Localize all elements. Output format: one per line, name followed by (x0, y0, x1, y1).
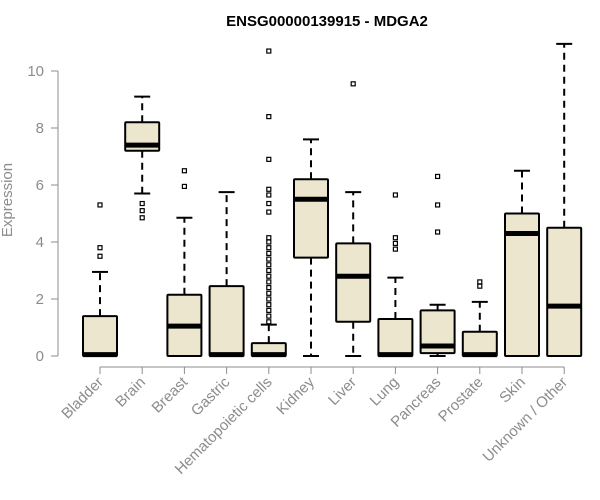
outlier-point (266, 307, 272, 313)
outlier-point (435, 229, 441, 235)
box-bladder (82, 202, 118, 358)
outlier-point (266, 48, 272, 54)
outlier-point (266, 313, 272, 319)
box-unknown-other (546, 42, 583, 357)
y-tick-label: 4 (36, 234, 44, 251)
outlier-point (435, 202, 441, 208)
outlier-point (266, 192, 272, 198)
box-skin (504, 169, 540, 357)
box-body (208, 285, 245, 357)
x-tick-label-prostate: Prostate (435, 374, 487, 426)
outlier-point (266, 279, 272, 285)
x-tick-label-skin: Skin (496, 374, 529, 407)
outlier-point (435, 173, 441, 180)
box-gastric (208, 191, 245, 358)
box-body (335, 242, 372, 323)
outlier-point (97, 202, 103, 208)
outlier-point (392, 235, 398, 241)
outlier-point (266, 156, 272, 162)
outlier-point (392, 246, 398, 252)
box-body (504, 212, 540, 357)
y-tick-label: 10 (27, 63, 44, 80)
outlier-point (181, 168, 187, 174)
box-body (82, 315, 118, 358)
outlier-point (266, 319, 272, 325)
outlier-point (266, 302, 272, 308)
box-breast (166, 168, 203, 358)
outlier-point (139, 200, 145, 207)
y-tick-label: 8 (36, 120, 44, 137)
outlier-point (266, 200, 272, 207)
x-tick-label-lung: Lung (367, 374, 403, 410)
chart-title: ENSG00000139915 - MDGA2 (226, 13, 428, 30)
outlier-point (266, 209, 272, 215)
outlier-point (139, 208, 145, 214)
outlier-point (266, 235, 272, 241)
boxes-group (82, 42, 583, 358)
outlier-point (97, 245, 103, 251)
box-hematopoietic-cells (250, 48, 287, 358)
outlier-point (266, 245, 272, 251)
outlier-point (477, 283, 483, 289)
x-tick-label-brain: Brain (112, 374, 149, 411)
outlier-point (350, 81, 356, 87)
box-body (546, 226, 583, 357)
box-prostate (461, 279, 498, 358)
x-tick-label-breast: Breast (149, 373, 192, 416)
outlier-point (97, 253, 103, 259)
y-tick-label: 0 (36, 348, 44, 365)
box-brain (124, 95, 161, 221)
y-axis-label: Expression (0, 163, 16, 237)
outlier-point (266, 113, 272, 120)
outlier-point (392, 240, 398, 247)
outlier-point (266, 262, 272, 268)
outlier-point (266, 250, 272, 256)
outlier-point (266, 256, 272, 262)
y-tick-label: 6 (36, 177, 44, 194)
y-axis: 0 2 4 6 8 10 (27, 63, 59, 365)
x-tick-label-bladder: Bladder (58, 374, 107, 423)
outlier-point (139, 215, 145, 221)
outlier-point (266, 239, 272, 245)
outlier-point (266, 186, 272, 192)
box-pancreas (419, 173, 456, 357)
outlier-point (392, 192, 398, 198)
box-body (293, 178, 329, 259)
box-lung (377, 192, 414, 358)
outlier-point (266, 273, 272, 279)
outlier-point (181, 183, 187, 190)
outlier-point (266, 285, 272, 291)
outlier-point (266, 267, 272, 274)
x-tick-label-kidney: Kidney (273, 373, 318, 418)
box-body (377, 317, 414, 358)
box-body (419, 309, 456, 355)
y-tick-label: 2 (36, 291, 44, 308)
box-kidney (293, 138, 329, 357)
outlier-point (477, 279, 483, 285)
x-tick-label-liver: Liver (325, 374, 360, 409)
box-liver (335, 81, 372, 357)
outlier-point (266, 290, 272, 296)
outlier-point (266, 296, 272, 302)
